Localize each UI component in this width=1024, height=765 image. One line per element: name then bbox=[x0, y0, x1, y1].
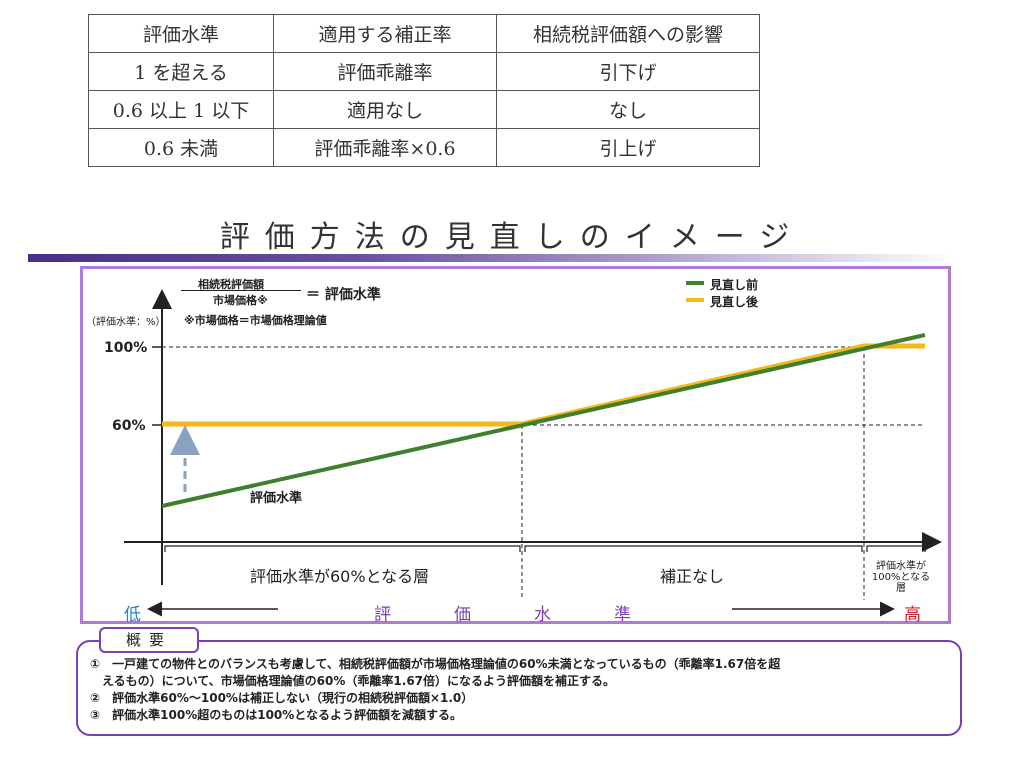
formula-numerator: 相続税評価額 bbox=[198, 278, 264, 291]
bracket-right bbox=[866, 545, 926, 552]
bracket-left bbox=[164, 545, 521, 552]
table-cell: 評価乖離率×0.6 bbox=[273, 128, 497, 167]
series-label: 評価水準 bbox=[250, 491, 303, 506]
table-cell: 評価乖離率 bbox=[273, 52, 497, 91]
region-label-left: 評価水準が60%となる層 bbox=[250, 567, 430, 586]
axis-mid-char: 水 bbox=[534, 605, 551, 625]
series-before-line bbox=[161, 333, 926, 508]
y-axis-unit-label: （評価水準：%） bbox=[86, 317, 166, 328]
overview-box bbox=[76, 640, 962, 736]
table-row: 1 を超える 評価乖離率 引下げ bbox=[88, 52, 760, 91]
region-label-middle: 補正なし bbox=[660, 567, 725, 586]
axis-mid-char: 準 bbox=[614, 605, 631, 625]
table-cell: 適用なし bbox=[273, 90, 497, 129]
axis-high-label: 高 bbox=[904, 605, 921, 625]
formula-denominator: 市場価格※ bbox=[213, 294, 268, 307]
overview-line: えるもの）について、市場価格理論値の60%（乖離率1.67倍）になるよう評価額を… bbox=[90, 674, 616, 688]
y-tick-label-60: 60% bbox=[112, 418, 146, 434]
y-tick-label-100: 100% bbox=[104, 340, 148, 356]
formula-result: ＝ 評価水準 bbox=[306, 287, 381, 303]
overview-line: ① 一戸建ての物件とのバランスも考慮して、相続税評価額が市場価格理論値の60%未… bbox=[90, 657, 781, 671]
axis-mid-char: 価 bbox=[454, 605, 471, 625]
legend-label-before: 見直し前 bbox=[710, 278, 759, 292]
table-header-cell: 適用する補正率 bbox=[273, 14, 497, 53]
table-cell: 1 を超える bbox=[88, 52, 274, 91]
correction-rate-table: 評価水準 適用する補正率 相続税評価額への影響 1 を超える 評価乖離率 引下げ… bbox=[88, 14, 760, 167]
table-row: 0.6 以上 1 以下 適用なし なし bbox=[88, 90, 760, 129]
table-cell: 引下げ bbox=[496, 52, 760, 91]
table-row: 0.6 未満 評価乖離率×0.6 引上げ bbox=[88, 128, 760, 167]
overview-tab: 概要 bbox=[99, 627, 199, 653]
axis-mid-char: 評 bbox=[374, 605, 391, 625]
table-header-cell: 評価水準 bbox=[88, 14, 274, 53]
table-cell: 0.6 以上 1 以下 bbox=[88, 90, 274, 129]
formula-note: ※市場価格＝市場価格理論値 bbox=[184, 314, 327, 327]
axis-low-label: 低 bbox=[124, 605, 141, 625]
formula-fraction-line bbox=[181, 290, 301, 291]
table-header-row: 評価水準 適用する補正率 相続税評価額への影響 bbox=[88, 14, 760, 53]
overview-line: ② 評価水準60%～100%は補正しない（現行の相続税評価額×1.0） bbox=[90, 691, 474, 705]
table-cell: 引上げ bbox=[496, 128, 760, 167]
legend-label-after: 見直し後 bbox=[710, 295, 759, 309]
table-cell: 0.6 未満 bbox=[88, 128, 274, 167]
section-title: 評価方法の見直しのイメージ bbox=[219, 220, 805, 255]
title-underline-bar bbox=[28, 254, 958, 262]
table-cell: なし bbox=[496, 90, 760, 129]
series-after-line bbox=[162, 343, 925, 427]
chart-frame bbox=[80, 266, 951, 624]
region-label-right: 評価水準が100%となる層 bbox=[871, 561, 931, 594]
overview-line: ③ 評価水準100%超のものは100%となるよう評価額を減額する。 bbox=[90, 708, 462, 722]
bracket-middle bbox=[524, 545, 863, 552]
